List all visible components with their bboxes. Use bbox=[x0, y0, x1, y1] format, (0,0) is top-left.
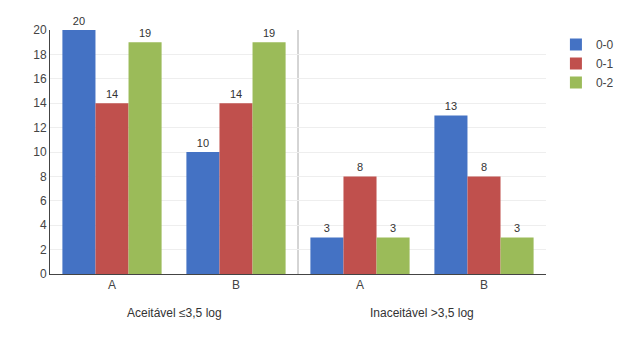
svg-text:10: 10 bbox=[33, 145, 47, 159]
svg-text:18: 18 bbox=[33, 48, 47, 62]
svg-text:16: 16 bbox=[33, 72, 47, 86]
svg-text:Aceitável ≤3,5 log: Aceitável ≤3,5 log bbox=[127, 306, 222, 320]
svg-text:3: 3 bbox=[324, 222, 330, 234]
svg-text:B: B bbox=[480, 278, 488, 292]
svg-text:14: 14 bbox=[106, 88, 118, 100]
svg-text:4: 4 bbox=[40, 218, 47, 232]
svg-text:3: 3 bbox=[514, 222, 520, 234]
svg-text:13: 13 bbox=[445, 100, 457, 112]
svg-text:20: 20 bbox=[73, 15, 85, 27]
svg-text:19: 19 bbox=[139, 27, 151, 39]
svg-text:14: 14 bbox=[230, 88, 242, 100]
svg-text:8: 8 bbox=[481, 161, 487, 173]
svg-text:2: 2 bbox=[40, 243, 47, 257]
svg-text:20: 20 bbox=[33, 23, 47, 37]
svg-text:A: A bbox=[108, 278, 116, 292]
svg-text:19: 19 bbox=[263, 27, 275, 39]
svg-text:0-1: 0-1 bbox=[596, 57, 614, 71]
svg-text:6: 6 bbox=[40, 194, 47, 208]
svg-text:0-2: 0-2 bbox=[596, 76, 614, 90]
svg-text:0: 0 bbox=[40, 267, 47, 281]
svg-text:Inaceitável >3,5 log: Inaceitável >3,5 log bbox=[370, 306, 474, 320]
svg-text:14: 14 bbox=[33, 96, 47, 110]
svg-text:10: 10 bbox=[197, 137, 209, 149]
svg-text:A: A bbox=[356, 278, 364, 292]
svg-text:B: B bbox=[232, 278, 240, 292]
svg-text:8: 8 bbox=[40, 170, 47, 184]
svg-text:8: 8 bbox=[357, 161, 363, 173]
svg-text:12: 12 bbox=[33, 121, 47, 135]
svg-text:3: 3 bbox=[390, 222, 396, 234]
svg-text:0-0: 0-0 bbox=[596, 38, 614, 52]
